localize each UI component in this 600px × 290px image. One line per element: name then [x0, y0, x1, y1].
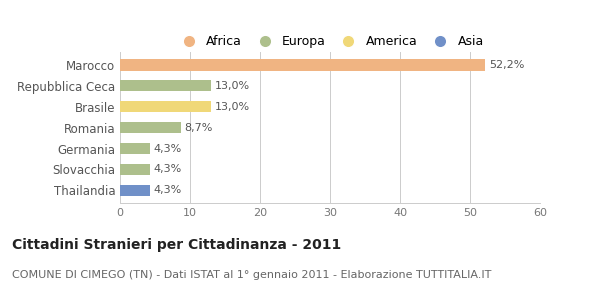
Bar: [120, 143, 150, 154]
Text: Cittadini Stranieri per Cittadinanza - 2011: Cittadini Stranieri per Cittadinanza - 2…: [12, 238, 341, 252]
Text: 8,7%: 8,7%: [184, 123, 213, 133]
Text: 52,2%: 52,2%: [489, 60, 524, 70]
Bar: [120, 122, 181, 133]
Text: 13,0%: 13,0%: [215, 102, 250, 112]
Text: 4,3%: 4,3%: [154, 144, 182, 153]
Bar: [120, 101, 211, 113]
Bar: [120, 80, 211, 92]
Bar: [120, 164, 150, 175]
Text: 4,3%: 4,3%: [154, 164, 182, 175]
Bar: [120, 59, 485, 70]
Text: 13,0%: 13,0%: [215, 81, 250, 91]
Legend: Africa, Europa, America, Asia: Africa, Europa, America, Asia: [172, 31, 488, 52]
Bar: [120, 185, 150, 196]
Text: 4,3%: 4,3%: [154, 185, 182, 195]
Text: COMUNE DI CIMEGO (TN) - Dati ISTAT al 1° gennaio 2011 - Elaborazione TUTTITALIA.: COMUNE DI CIMEGO (TN) - Dati ISTAT al 1°…: [12, 270, 491, 280]
